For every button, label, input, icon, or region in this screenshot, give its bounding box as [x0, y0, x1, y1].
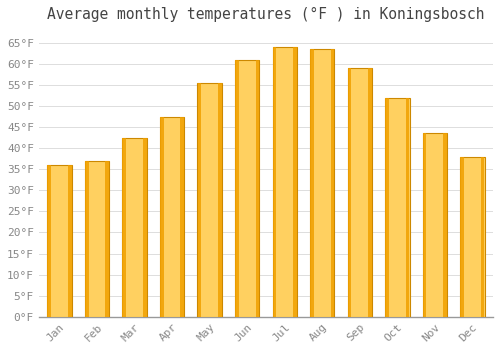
Bar — [235, 60, 238, 317]
Bar — [348, 68, 372, 317]
Bar — [180, 117, 184, 317]
Bar — [48, 165, 72, 317]
Bar — [481, 156, 484, 317]
Bar — [106, 161, 109, 317]
Bar — [444, 133, 447, 317]
Bar — [198, 83, 201, 317]
Bar — [293, 47, 297, 317]
Bar — [272, 47, 297, 317]
Bar — [423, 133, 426, 317]
Bar — [310, 49, 314, 317]
Bar — [143, 138, 146, 317]
Bar — [460, 156, 464, 317]
Bar — [235, 60, 260, 317]
Bar — [160, 117, 184, 317]
Bar — [406, 98, 409, 317]
Bar — [330, 49, 334, 317]
Bar — [422, 133, 447, 317]
Bar — [385, 98, 389, 317]
Bar — [68, 165, 71, 317]
Bar — [385, 98, 409, 317]
Bar — [310, 49, 334, 317]
Bar — [460, 156, 484, 317]
Bar — [122, 138, 126, 317]
Bar — [256, 60, 259, 317]
Bar — [198, 83, 222, 317]
Bar — [122, 138, 146, 317]
Bar — [272, 47, 276, 317]
Title: Average monthly temperatures (°F ) in Koningsbosch: Average monthly temperatures (°F ) in Ko… — [47, 7, 484, 22]
Bar — [85, 161, 88, 317]
Bar — [48, 165, 51, 317]
Bar — [348, 68, 352, 317]
Bar — [85, 161, 109, 317]
Bar — [368, 68, 372, 317]
Bar — [160, 117, 164, 317]
Bar — [218, 83, 222, 317]
